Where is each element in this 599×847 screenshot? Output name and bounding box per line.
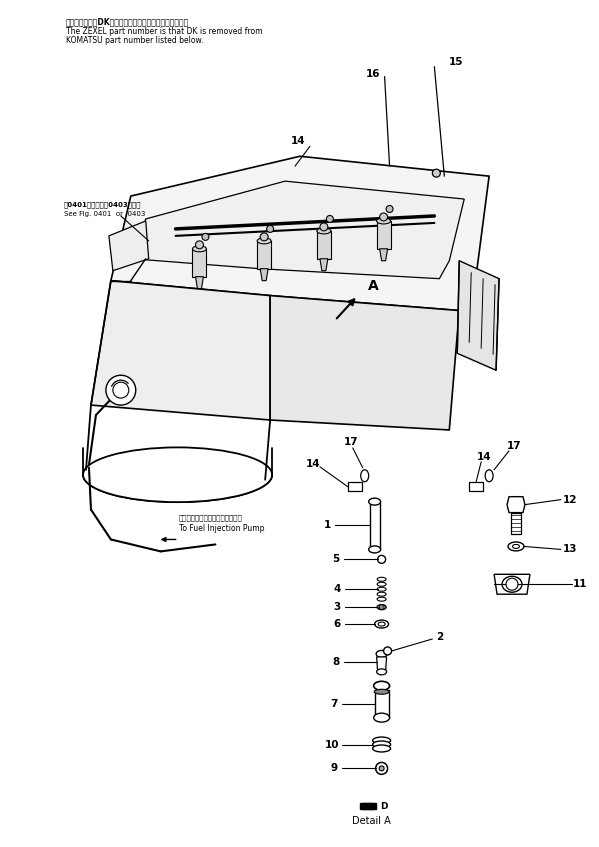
Circle shape [432, 169, 440, 177]
Ellipse shape [192, 246, 207, 252]
Circle shape [113, 382, 129, 398]
Circle shape [326, 215, 333, 223]
Polygon shape [195, 277, 204, 289]
Text: 14: 14 [305, 459, 320, 468]
Circle shape [202, 234, 209, 241]
Polygon shape [317, 231, 331, 259]
Circle shape [267, 225, 274, 232]
Polygon shape [377, 657, 386, 672]
Polygon shape [374, 689, 389, 717]
Text: 14: 14 [291, 136, 305, 147]
Text: 6: 6 [333, 619, 340, 629]
Ellipse shape [508, 542, 524, 551]
Circle shape [260, 233, 268, 241]
Text: Detail A: Detail A [352, 817, 391, 826]
Polygon shape [494, 574, 530, 595]
Polygon shape [507, 496, 525, 512]
Text: 14: 14 [477, 451, 491, 462]
Text: 10: 10 [325, 740, 339, 750]
Text: 2: 2 [435, 632, 443, 642]
Ellipse shape [513, 545, 519, 548]
Circle shape [506, 579, 518, 590]
Text: 11: 11 [573, 579, 587, 590]
Circle shape [377, 556, 386, 563]
Text: The ZEXEL part number is that DK is removed from: The ZEXEL part number is that DK is remo… [66, 27, 262, 36]
Ellipse shape [377, 597, 386, 601]
Text: 図0401図または図0403図参照: 図0401図または図0403図参照 [64, 201, 141, 208]
Ellipse shape [373, 745, 391, 752]
Ellipse shape [378, 622, 385, 626]
Ellipse shape [377, 587, 386, 591]
Text: 1: 1 [324, 519, 331, 529]
Text: 8: 8 [332, 657, 340, 667]
Ellipse shape [373, 737, 391, 744]
Polygon shape [192, 249, 207, 277]
Text: 3: 3 [333, 602, 340, 612]
Polygon shape [380, 249, 388, 261]
Ellipse shape [377, 578, 386, 581]
Text: 12: 12 [562, 495, 577, 505]
Circle shape [376, 762, 388, 774]
Bar [469, 482, 483, 490]
Ellipse shape [257, 238, 271, 244]
Circle shape [379, 766, 384, 771]
Polygon shape [109, 221, 149, 271]
Text: 17: 17 [343, 437, 358, 447]
Circle shape [379, 605, 384, 610]
Polygon shape [320, 259, 328, 271]
Ellipse shape [361, 470, 368, 482]
Polygon shape [133, 181, 464, 279]
Text: フェルインジェクションポンプへ: フェルインジェクションポンプへ [179, 515, 243, 521]
Polygon shape [91, 280, 270, 420]
Ellipse shape [502, 576, 522, 592]
Text: 7: 7 [330, 699, 337, 709]
Polygon shape [111, 156, 489, 311]
Text: 品番のメーカーDKを除いたものがゼクセルの品番です。: 品番のメーカーDKを除いたものがゼクセルの品番です。 [66, 17, 189, 26]
Ellipse shape [374, 713, 389, 722]
Polygon shape [257, 241, 271, 268]
Ellipse shape [377, 669, 386, 675]
Ellipse shape [376, 650, 387, 657]
Polygon shape [260, 268, 268, 280]
Circle shape [106, 375, 136, 405]
Text: A: A [368, 279, 379, 292]
Ellipse shape [377, 605, 386, 610]
Ellipse shape [374, 681, 389, 690]
Ellipse shape [317, 228, 331, 234]
Circle shape [195, 241, 204, 249]
Text: 13: 13 [562, 545, 577, 555]
Text: 16: 16 [365, 69, 380, 79]
Text: D: D [380, 802, 387, 811]
Text: 17: 17 [507, 441, 521, 451]
Bar [348, 482, 362, 490]
Polygon shape [370, 501, 380, 550]
Circle shape [320, 223, 328, 231]
Text: To Fuel Injection Pump: To Fuel Injection Pump [179, 523, 264, 533]
Polygon shape [457, 261, 499, 370]
Polygon shape [377, 221, 391, 249]
Text: 5: 5 [332, 555, 340, 564]
Circle shape [380, 213, 388, 221]
Ellipse shape [377, 218, 391, 224]
Text: See Fig. 0401  or  0403: See Fig. 0401 or 0403 [64, 211, 146, 217]
Text: 9: 9 [330, 763, 337, 773]
Text: 15: 15 [449, 57, 464, 67]
Circle shape [386, 206, 393, 213]
Ellipse shape [377, 592, 386, 596]
Ellipse shape [485, 470, 493, 482]
Ellipse shape [377, 582, 386, 586]
Ellipse shape [374, 689, 389, 695]
Polygon shape [270, 296, 459, 430]
Polygon shape [511, 512, 521, 534]
Text: 4: 4 [333, 584, 340, 595]
Ellipse shape [368, 546, 380, 553]
Text: KOMATSU part number listed below.: KOMATSU part number listed below. [66, 36, 204, 45]
Ellipse shape [374, 620, 389, 628]
Ellipse shape [373, 741, 391, 748]
Ellipse shape [368, 498, 380, 505]
Circle shape [383, 647, 392, 655]
Ellipse shape [83, 447, 272, 502]
